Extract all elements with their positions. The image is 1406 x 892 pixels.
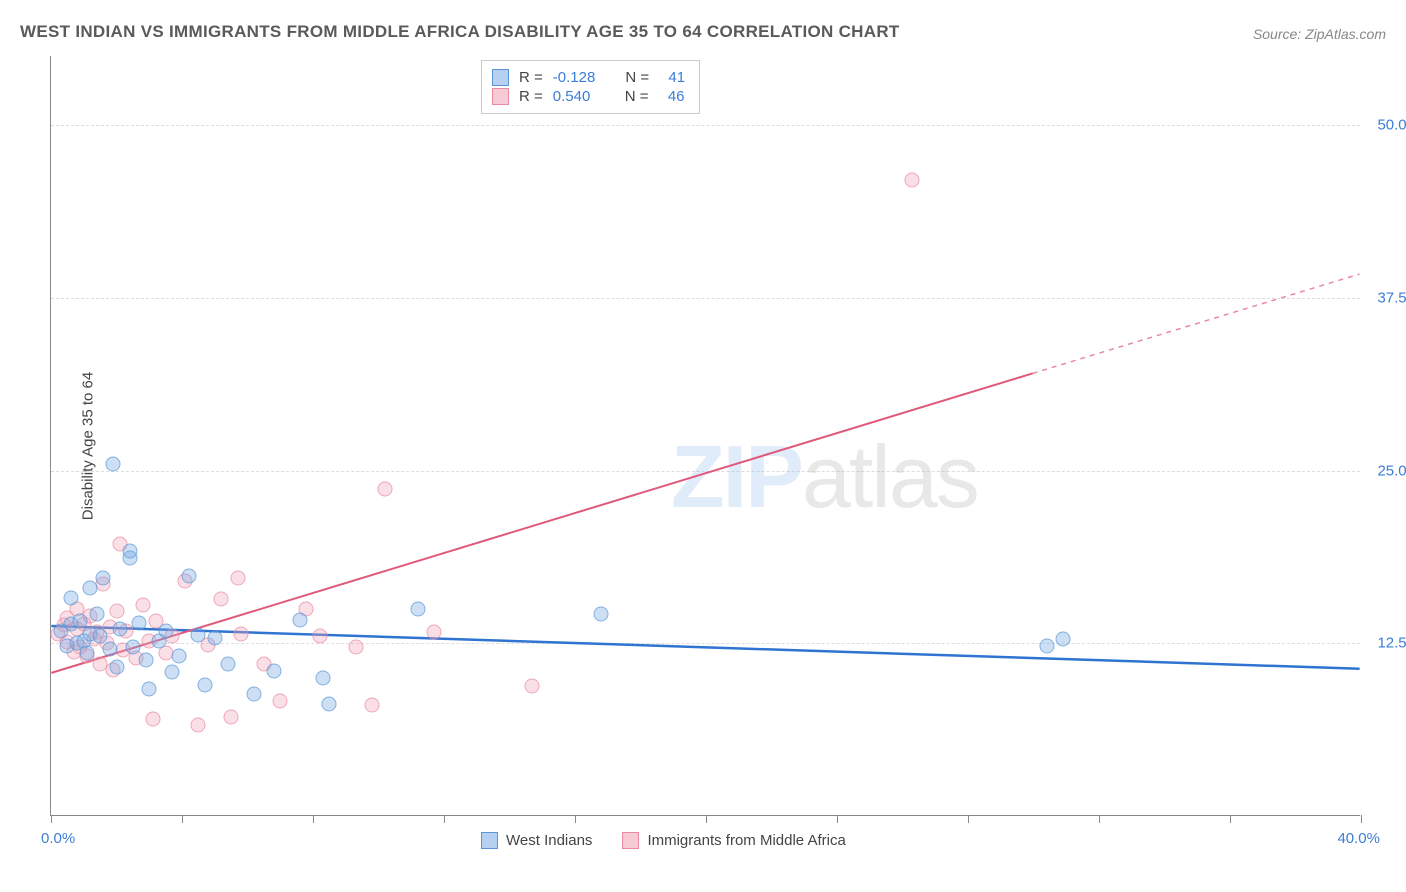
gridline: [51, 125, 1360, 126]
data-point: [427, 625, 442, 640]
x-tick: [313, 815, 314, 823]
source-attribution: Source: ZipAtlas.com: [1253, 26, 1386, 42]
data-point: [191, 717, 206, 732]
gridline: [51, 643, 1360, 644]
data-point: [525, 679, 540, 694]
legend-label: Immigrants from Middle Africa: [647, 832, 845, 849]
regression-lines: [51, 56, 1360, 815]
r-value: -0.128: [553, 69, 596, 86]
x-tick: [1230, 815, 1231, 823]
x-tick: [182, 815, 183, 823]
x-tick: [444, 815, 445, 823]
data-point: [214, 592, 229, 607]
x-axis-max-label: 40.0%: [1337, 830, 1380, 847]
x-tick: [575, 815, 576, 823]
x-tick: [51, 815, 52, 823]
data-point: [106, 456, 121, 471]
data-point: [125, 640, 140, 655]
watermark: ZIPatlas: [671, 426, 978, 528]
n-label: N =: [625, 88, 649, 105]
data-point: [63, 590, 78, 605]
regression-line: [1033, 274, 1360, 373]
swatch-blue-icon: [492, 69, 509, 86]
data-point: [273, 694, 288, 709]
legend-label: West Indians: [506, 832, 592, 849]
data-point: [165, 665, 180, 680]
n-value: 41: [659, 69, 685, 86]
swatch-pink-icon: [622, 832, 639, 849]
data-point: [109, 659, 124, 674]
data-point: [315, 670, 330, 685]
watermark-thin: atlas: [802, 427, 978, 526]
data-point: [138, 652, 153, 667]
data-point: [230, 571, 245, 586]
x-tick: [1361, 815, 1362, 823]
swatch-blue-icon: [481, 832, 498, 849]
chart-title: WEST INDIAN VS IMMIGRANTS FROM MIDDLE AF…: [20, 22, 900, 42]
data-point: [410, 601, 425, 616]
x-tick: [837, 815, 838, 823]
y-tick-label: 25.0%: [1365, 462, 1406, 479]
data-point: [905, 173, 920, 188]
data-point: [594, 607, 609, 622]
data-point: [191, 627, 206, 642]
data-point: [96, 571, 111, 586]
data-point: [171, 648, 186, 663]
gridline: [51, 298, 1360, 299]
watermark-bold: ZIP: [671, 427, 802, 526]
stats-row-series2: R = 0.540 N = 46: [492, 88, 685, 105]
y-tick-label: 12.5%: [1365, 635, 1406, 652]
n-value: 46: [659, 88, 685, 105]
data-point: [132, 615, 147, 630]
data-point: [80, 645, 95, 660]
x-tick: [1099, 815, 1100, 823]
data-point: [292, 612, 307, 627]
r-label: R =: [519, 69, 543, 86]
data-point: [102, 641, 117, 656]
data-point: [1055, 632, 1070, 647]
data-point: [89, 607, 104, 622]
legend-item-series1: West Indians: [481, 832, 592, 849]
x-axis-min-label: 0.0%: [41, 830, 75, 847]
data-point: [83, 581, 98, 596]
legend-item-series2: Immigrants from Middle Africa: [622, 832, 845, 849]
stats-box: R = -0.128 N = 41 R = 0.540 N = 46: [481, 60, 700, 114]
data-point: [233, 626, 248, 641]
data-point: [266, 663, 281, 678]
stats-row-series1: R = -0.128 N = 41: [492, 69, 685, 86]
data-point: [109, 604, 124, 619]
data-point: [112, 622, 127, 637]
legend: West Indians Immigrants from Middle Afri…: [481, 832, 846, 849]
gridline: [51, 471, 1360, 472]
data-point: [207, 630, 222, 645]
data-point: [247, 687, 262, 702]
data-point: [312, 629, 327, 644]
data-point: [197, 677, 212, 692]
y-tick-label: 50.0%: [1365, 117, 1406, 134]
data-point: [348, 640, 363, 655]
data-point: [145, 712, 160, 727]
data-point: [122, 543, 137, 558]
data-point: [142, 681, 157, 696]
x-tick: [706, 815, 707, 823]
x-tick: [968, 815, 969, 823]
data-point: [135, 597, 150, 612]
r-value: 0.540: [553, 88, 595, 105]
plot-area: ZIPatlas R = -0.128 N = 41 R = 0.540 N =…: [50, 56, 1360, 816]
n-label: N =: [625, 69, 649, 86]
data-point: [158, 623, 173, 638]
data-point: [1039, 639, 1054, 654]
data-point: [322, 697, 337, 712]
data-point: [220, 657, 235, 672]
r-label: R =: [519, 88, 543, 105]
data-point: [181, 568, 196, 583]
data-point: [364, 698, 379, 713]
data-point: [224, 709, 239, 724]
data-point: [378, 481, 393, 496]
y-tick-label: 37.5%: [1365, 289, 1406, 306]
swatch-pink-icon: [492, 88, 509, 105]
